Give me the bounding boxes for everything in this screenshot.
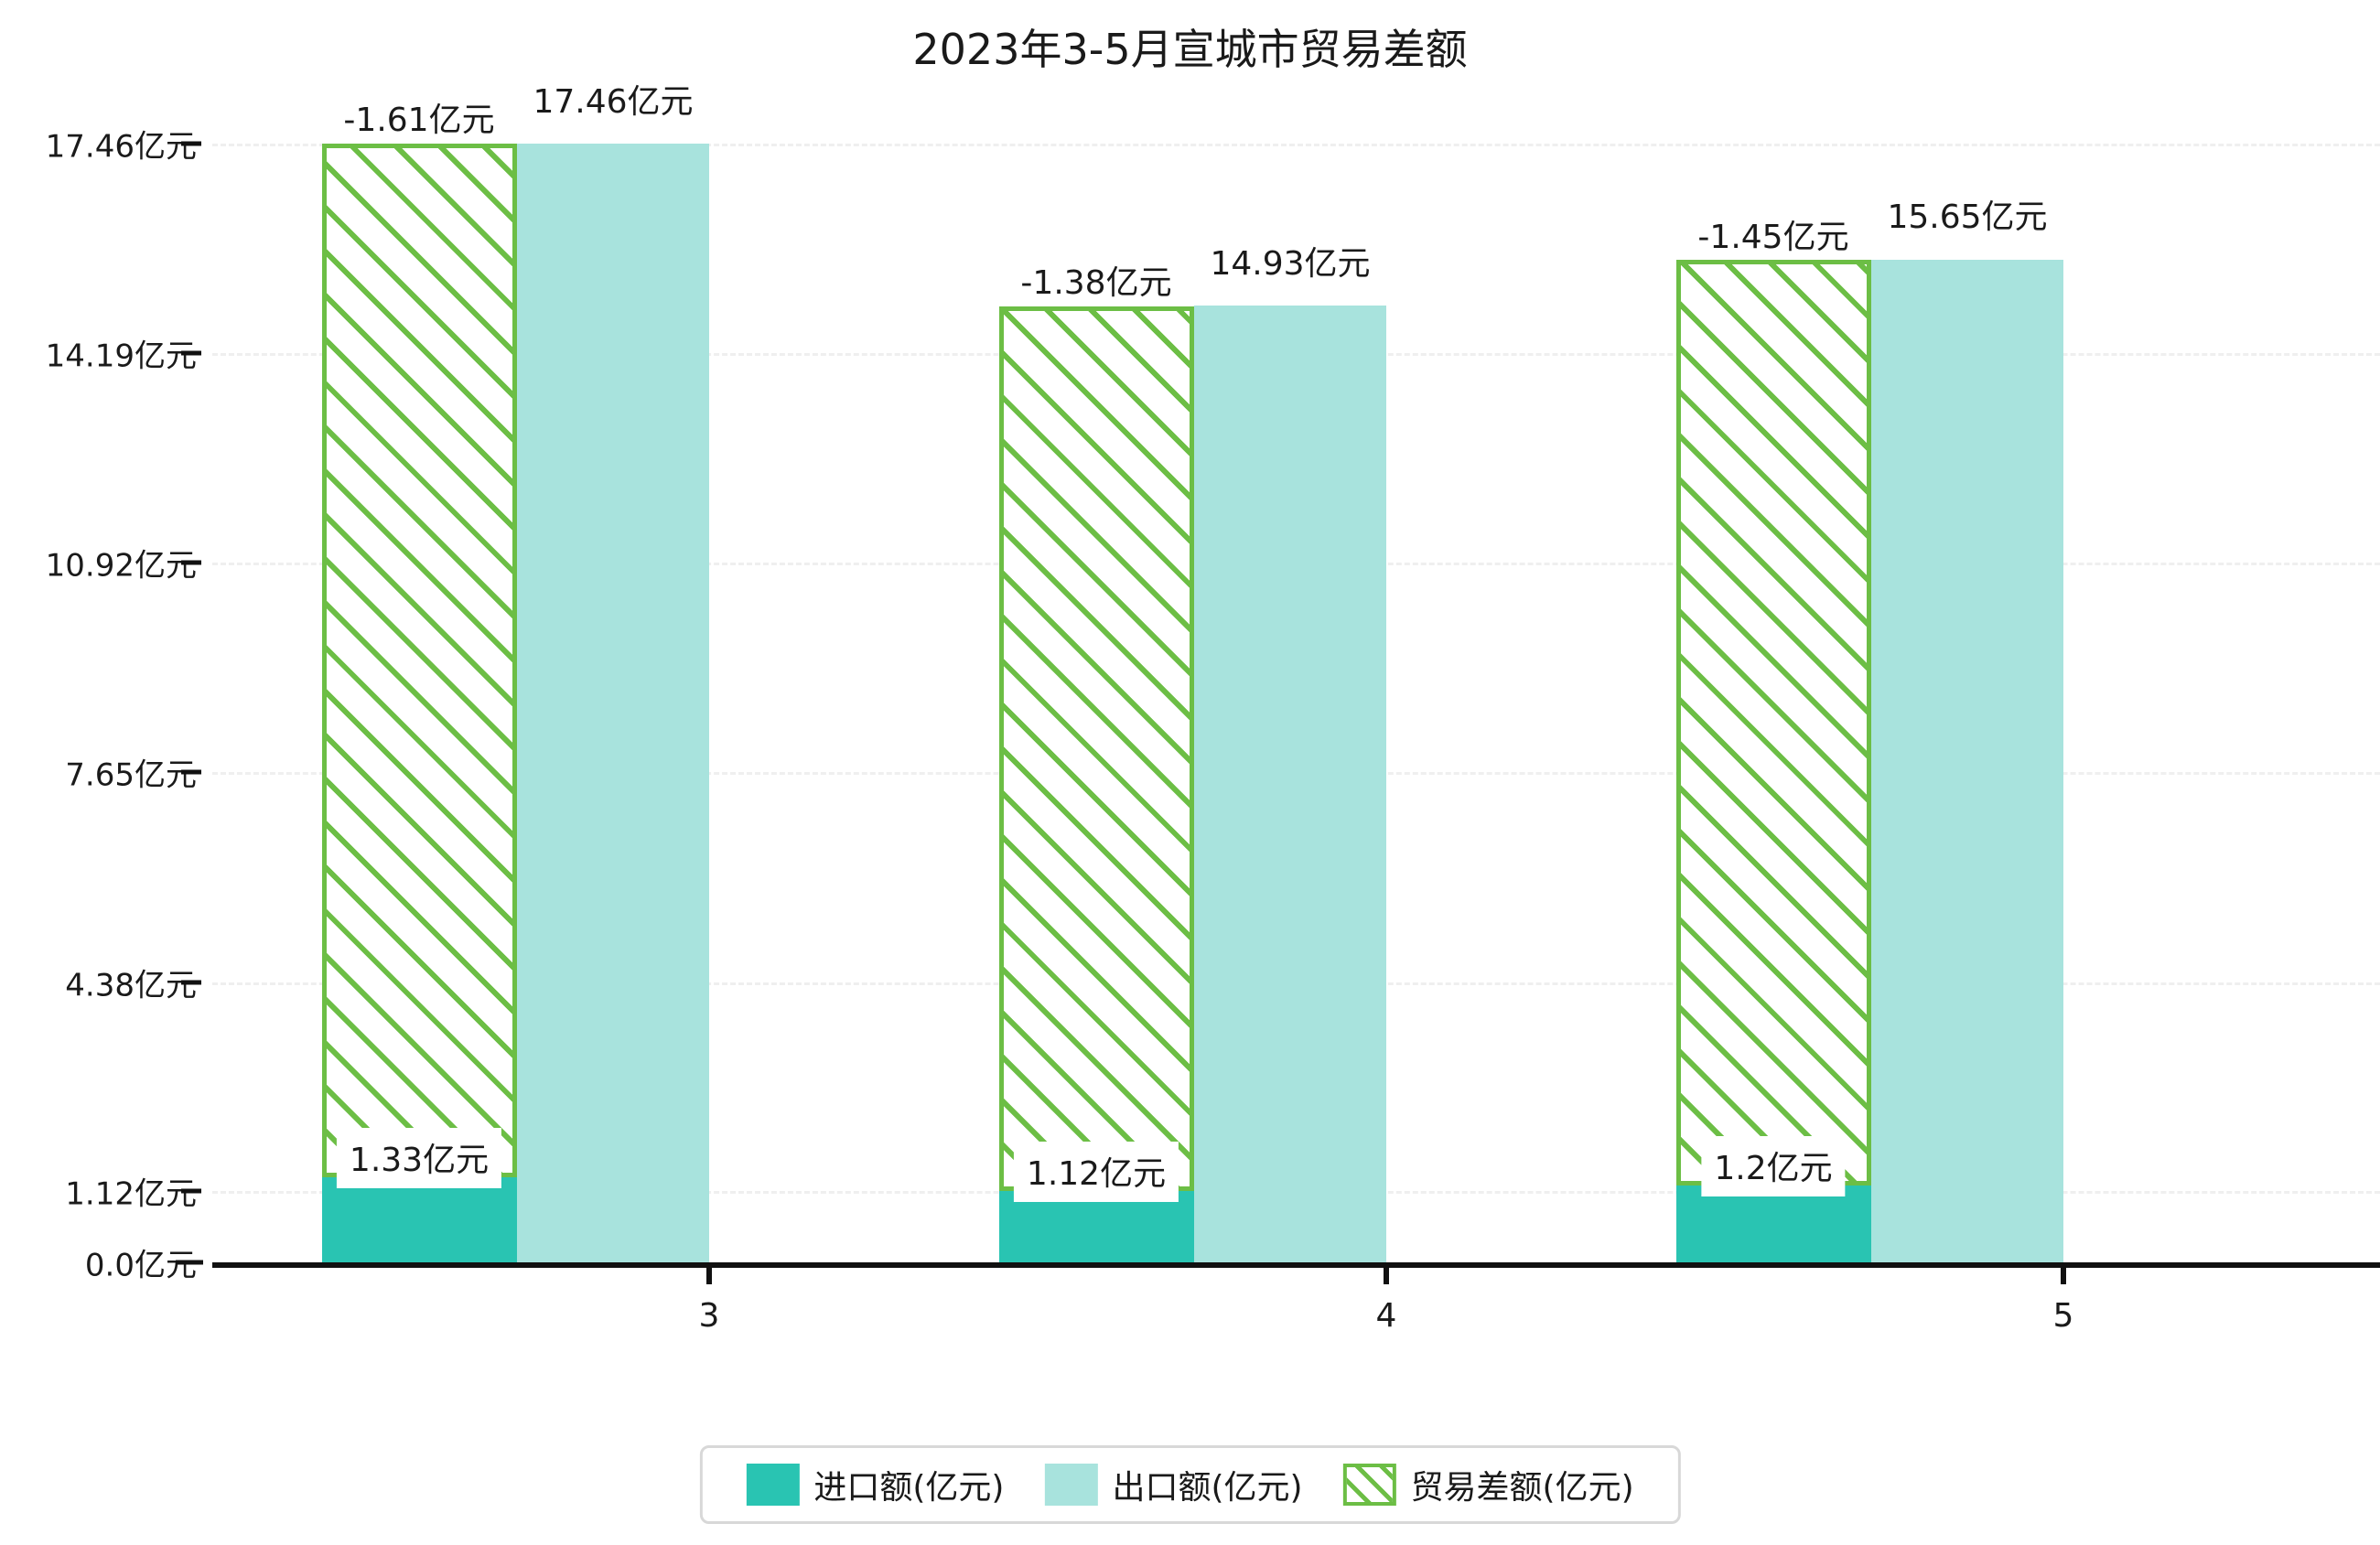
chart-legend: 进口额(亿元) 出口额(亿元) 贸易差额(亿元) [699, 1445, 1681, 1524]
bar-diff-3[interactable] [322, 144, 517, 1177]
bar-import-5[interactable] [1676, 1186, 1871, 1262]
bar-export-5[interactable] [1871, 260, 2063, 1262]
y-tick-dash-6 [176, 1260, 203, 1265]
x-tick-mark-3 [706, 1262, 712, 1284]
chart-title: 2023年3-5月宣城市贸易差额 [912, 25, 1468, 74]
y-tick-label-6: 0.0亿元 [84, 1247, 197, 1284]
y-tick-dash-5 [181, 1188, 201, 1194]
y-tick-dash-0 [181, 141, 201, 146]
bar-import-4[interactable] [999, 1191, 1194, 1262]
y-tick-dash-1 [181, 350, 201, 356]
value-label-import-5: 1.2亿元 [1701, 1136, 1846, 1196]
y-tick-label-2: 10.92亿元 [45, 547, 197, 585]
x-tick-mark-4 [1384, 1262, 1389, 1284]
y-tick-dash-2 [181, 560, 201, 565]
bar-export-3[interactable] [517, 144, 709, 1262]
x-tick-mark-5 [2061, 1262, 2066, 1284]
y-tick-label-3: 7.65亿元 [65, 756, 197, 794]
value-label-diff-4: -1.38亿元 [1020, 264, 1172, 302]
gridline-17-46 [212, 144, 2380, 146]
x-tick-label-4: 4 [1375, 1297, 1397, 1335]
value-label-export-5: 15.65亿元 [1887, 198, 2048, 236]
value-label-diff-3: -1.61亿元 [343, 102, 495, 139]
value-label-export-3: 17.46亿元 [533, 83, 694, 121]
legend-item-export[interactable]: 出口额(亿元) [1024, 1461, 1322, 1508]
y-tick-dash-3 [181, 769, 201, 775]
bar-import-3[interactable] [322, 1177, 517, 1262]
legend-item-import[interactable]: 进口额(亿元) [726, 1461, 1024, 1508]
y-tick-dash-4 [181, 980, 201, 985]
x-axis-line [212, 1262, 2380, 1268]
value-label-diff-5: -1.45亿元 [1697, 219, 1849, 256]
x-tick-label-5: 5 [2052, 1297, 2074, 1335]
legend-label-import: 进口额(亿元) [813, 1469, 1005, 1507]
diff-swatch-icon [1342, 1464, 1396, 1506]
y-tick-label-5: 1.12亿元 [65, 1175, 197, 1213]
bar-diff-5[interactable] [1676, 260, 1871, 1186]
value-label-import-3: 1.33亿元 [336, 1128, 502, 1188]
y-tick-label-4: 4.38亿元 [65, 967, 197, 1004]
legend-label-export: 出口额(亿元) [1112, 1469, 1303, 1507]
bar-diff-4[interactable] [999, 306, 1194, 1191]
export-swatch-icon [1044, 1464, 1098, 1506]
bar-export-4[interactable] [1194, 306, 1386, 1262]
plot-area: 17.46亿元 14.19亿元 10.92亿元 7.65亿元 4.38亿元 1.… [46, 83, 2380, 1335]
x-tick-label-3: 3 [698, 1297, 720, 1335]
value-label-export-4: 14.93亿元 [1210, 245, 1371, 283]
value-label-import-4: 1.12亿元 [1013, 1142, 1179, 1202]
y-tick-label-1: 14.19亿元 [45, 338, 197, 375]
import-swatch-icon [746, 1464, 800, 1506]
y-tick-label-0: 17.46亿元 [45, 128, 197, 166]
legend-item-diff[interactable]: 贸易差额(亿元) [1323, 1461, 1654, 1508]
legend-label-diff: 贸易差额(亿元) [1410, 1469, 1634, 1507]
